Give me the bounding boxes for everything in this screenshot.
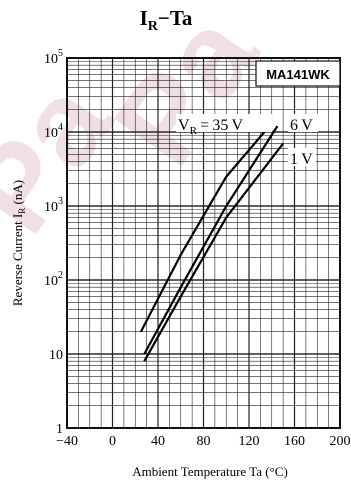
y-tick-exponent: 4 xyxy=(58,122,63,133)
annotation-v-subscript: R xyxy=(190,125,198,137)
y-tick-base: 10 xyxy=(44,200,58,215)
y-axis-label-main: Reverse Current I xyxy=(10,214,25,306)
y-tick-label: 10 xyxy=(49,348,63,363)
annotation-35v-rest: = 35 V xyxy=(197,117,244,134)
x-tick-label: 120 xyxy=(239,434,260,449)
y-tick-label: 105 xyxy=(44,48,63,67)
y-axis-label-unit: (nA) xyxy=(10,180,25,208)
device-label: MA141WK xyxy=(266,67,330,82)
y-tick-exponent: 5 xyxy=(58,48,63,59)
y-tick-base: 10 xyxy=(44,274,58,289)
device-label-box: MA141WK xyxy=(255,60,341,87)
y-tick-label: 103 xyxy=(44,196,63,215)
series-line-2 xyxy=(143,125,279,355)
x-tick-label: 0 xyxy=(109,434,116,449)
title-subscript: R xyxy=(148,19,159,34)
title-main: I xyxy=(140,6,148,30)
title-rest: −Ta xyxy=(158,6,193,30)
y-tick-label: 104 xyxy=(44,122,63,141)
y-tick-base: 1 xyxy=(56,422,63,437)
y-axis-label: Reverse Current IR (nA) xyxy=(10,180,27,306)
y-tick-label: 102 xyxy=(44,270,63,289)
series-line-3 xyxy=(143,142,284,362)
annotation-vr-35v: VR = 35 V xyxy=(178,117,244,137)
y-tick-label: 1 xyxy=(56,422,63,437)
series-lines xyxy=(139,125,284,362)
series-line-1 xyxy=(139,125,271,333)
y-tick-base: 10 xyxy=(44,52,58,67)
y-axis-label-subscript: R xyxy=(17,208,27,214)
x-tick-label: 40 xyxy=(151,434,165,449)
y-tick-exponent: 2 xyxy=(58,270,63,281)
y-tick-base: 10 xyxy=(49,348,63,363)
x-axis-ticks: −40 0 40 80 120 160 200 xyxy=(56,434,350,449)
annotation-1v: 1 V xyxy=(290,151,313,168)
chart-title: IR−Ta xyxy=(140,6,193,34)
x-axis-label: Ambient Temperature Ta (°C) xyxy=(132,464,288,479)
annotation-6v: 6 V xyxy=(290,117,313,134)
x-tick-label: 160 xyxy=(284,434,305,449)
y-tick-exponent: 3 xyxy=(58,196,63,207)
x-tick-label: 200 xyxy=(330,434,351,449)
annotation-v: V xyxy=(178,117,190,134)
x-tick-label: 80 xyxy=(197,434,211,449)
plot-frame xyxy=(66,57,341,429)
x-tick-label: −40 xyxy=(56,434,78,449)
y-tick-base: 10 xyxy=(44,126,58,141)
